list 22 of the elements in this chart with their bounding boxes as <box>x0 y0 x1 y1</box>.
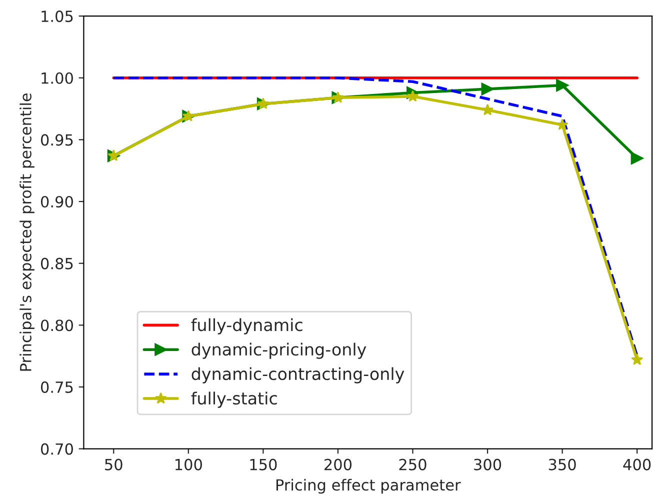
y-tick-label: 0.90 <box>40 196 73 208</box>
x-tick-label: 350 <box>548 458 576 470</box>
y-tick-label: 1.05 <box>42 10 73 22</box>
y-axis-title: Principal's expected profit percentile <box>20 93 34 371</box>
legend-label: dynamic-pricing-only <box>192 342 366 359</box>
x-tick-label: 400 <box>623 458 651 470</box>
x-axis-title: Pricing effect parameter <box>276 478 461 494</box>
y-tick-label: 0.85 <box>40 258 73 270</box>
x-tick-label: 300 <box>474 458 502 470</box>
x-tick-label: 50 <box>105 458 122 470</box>
x-tick-label: 150 <box>250 458 277 470</box>
y-tick-label: 0.80 <box>40 320 73 332</box>
y-tick-label: 0.75 <box>40 381 73 393</box>
legend-label: fully-dynamic <box>191 318 302 334</box>
y-tick-label: 1.00 <box>42 72 73 84</box>
x-tick-label: 200 <box>324 458 352 470</box>
x-tick-label: 250 <box>399 458 426 470</box>
y-tick-label: 0.70 <box>40 443 73 455</box>
y-tick-label: 0.95 <box>40 134 73 146</box>
legend-label: fully-static <box>191 392 277 408</box>
legend-label: dynamic-contracting-only <box>192 367 404 384</box>
x-tick-label: 100 <box>176 458 202 470</box>
